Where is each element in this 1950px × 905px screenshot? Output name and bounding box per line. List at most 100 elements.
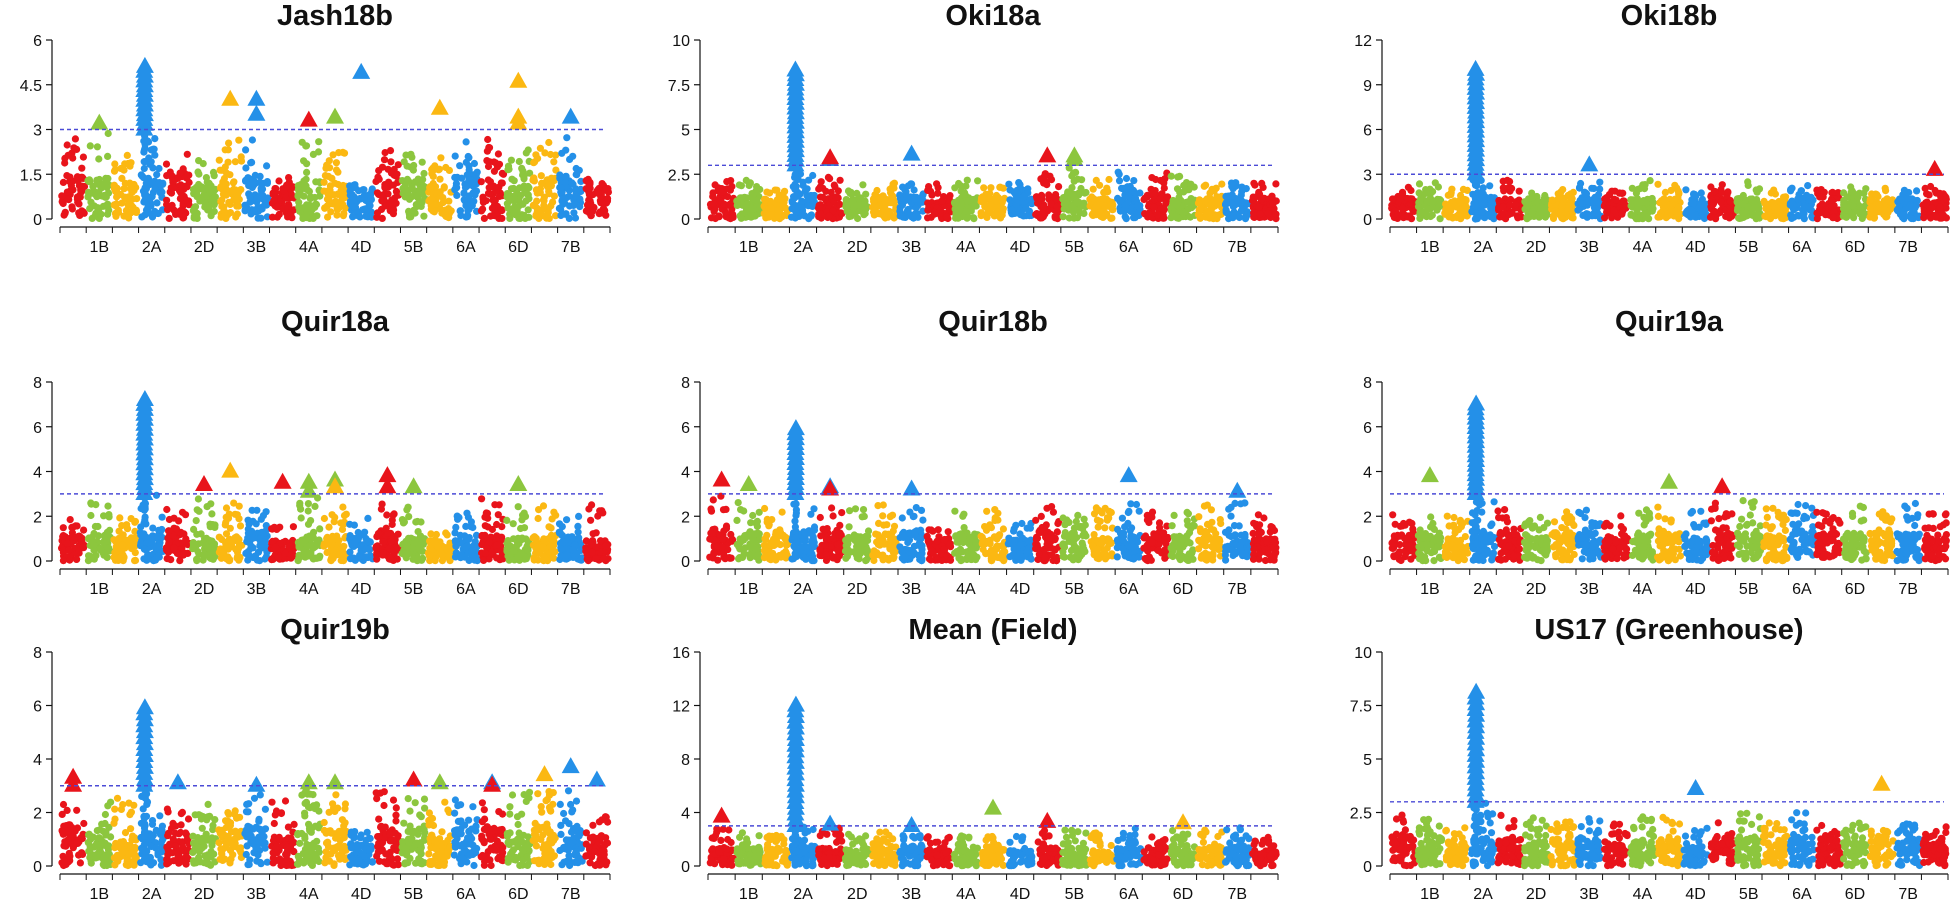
- snp-point: [557, 184, 565, 192]
- snp-point: [1512, 200, 1520, 209]
- snp-point: [375, 175, 383, 183]
- snp-point: [189, 539, 197, 547]
- x-tick-label: 2D: [847, 239, 867, 256]
- snp-point: [963, 176, 971, 184]
- snp-point: [253, 506, 261, 514]
- snp-point: [1264, 209, 1272, 218]
- snp-point: [1194, 199, 1203, 207]
- snp-point: [121, 179, 129, 187]
- snp-point: [1923, 190, 1931, 198]
- snp-point: [226, 209, 235, 217]
- snp-point: [903, 207, 912, 215]
- snp-point: [217, 213, 225, 221]
- snp-point: [1169, 196, 1177, 205]
- y-tick-label: 4.5: [20, 78, 42, 95]
- snp-point: [79, 543, 87, 551]
- snp-point: [498, 207, 506, 215]
- snp-point: [1770, 186, 1778, 194]
- snp-point: [153, 532, 161, 540]
- snp-point: [552, 212, 560, 220]
- snp-point: [509, 184, 518, 193]
- snp-point: [111, 201, 120, 209]
- snp-point: [417, 186, 425, 194]
- snp-point: [268, 213, 277, 221]
- snp-point: [462, 202, 470, 210]
- snp-point: [72, 522, 80, 530]
- snp-point: [936, 206, 944, 215]
- snp-point: [295, 554, 303, 563]
- snp-point: [473, 168, 481, 176]
- snp-point: [128, 195, 136, 203]
- snp-point: [1447, 191, 1455, 199]
- snp-point: [1508, 184, 1516, 192]
- snp-point: [1105, 175, 1113, 184]
- snp-point: [1674, 187, 1682, 195]
- snp-point: [63, 172, 71, 180]
- snp-point: [106, 526, 114, 535]
- snp-point: [237, 153, 245, 161]
- snp-point: [871, 207, 879, 215]
- snp-point: [836, 176, 844, 184]
- y-tick-label: 0: [33, 554, 42, 571]
- snp-point: [177, 181, 185, 189]
- snp-point: [792, 165, 800, 173]
- snp-point: [1206, 189, 1214, 197]
- snp-point: [218, 202, 226, 210]
- snp-point: [162, 160, 171, 168]
- chart-title: Jash18b: [277, 0, 393, 32]
- snp-point: [723, 178, 731, 186]
- snp-point: [349, 213, 357, 221]
- snp-point: [263, 178, 271, 186]
- snp-point: [1882, 187, 1890, 195]
- snp-point: [333, 211, 341, 219]
- snp-point: [825, 212, 833, 220]
- y-tick-label: 5: [681, 123, 690, 140]
- snp-point: [389, 511, 397, 519]
- snp-point: [477, 178, 485, 186]
- x-tick-label: 6D: [508, 239, 528, 256]
- snp-point: [1596, 178, 1604, 186]
- snp-point: [566, 155, 574, 163]
- snp-point: [1628, 184, 1636, 192]
- snp-point: [242, 146, 250, 154]
- snp-point: [508, 205, 516, 213]
- snp-point: [1459, 185, 1467, 193]
- snp-point: [1131, 188, 1139, 196]
- snp-point: [602, 185, 610, 193]
- snp-point: [356, 195, 365, 203]
- snp-point: [320, 514, 328, 523]
- snp-point: [1932, 213, 1940, 221]
- significant-marker: [247, 89, 266, 106]
- snp-point: [572, 192, 581, 200]
- snp-point: [227, 541, 236, 549]
- snp-point: [946, 192, 954, 200]
- snp-point: [908, 180, 916, 188]
- snp-point: [1119, 207, 1127, 215]
- snp-point: [91, 522, 99, 531]
- snp-point: [244, 548, 252, 556]
- snp-point: [1424, 205, 1432, 213]
- snp-point: [710, 207, 718, 215]
- snp-point: [1627, 202, 1635, 210]
- snp-point: [195, 507, 203, 515]
- snp-point: [141, 184, 149, 192]
- significant-marker: [352, 62, 371, 79]
- snp-point: [1081, 189, 1089, 197]
- snp-point: [529, 176, 537, 184]
- snp-point: [515, 214, 523, 222]
- x-tick-label: 1B: [739, 239, 759, 256]
- snp-point: [269, 190, 277, 198]
- snp-point: [324, 172, 333, 180]
- snp-point: [1069, 191, 1077, 199]
- snp-point: [525, 184, 533, 192]
- x-tick-label: 6D: [1845, 239, 1865, 256]
- snp-point: [309, 150, 317, 158]
- snp-point: [452, 523, 460, 532]
- snp-point: [398, 516, 406, 524]
- snp-point: [911, 195, 919, 203]
- snp-point: [250, 206, 258, 214]
- snp-point: [210, 207, 218, 216]
- snp-point: [903, 193, 912, 201]
- snp-point: [570, 209, 578, 217]
- snp-point: [256, 179, 264, 187]
